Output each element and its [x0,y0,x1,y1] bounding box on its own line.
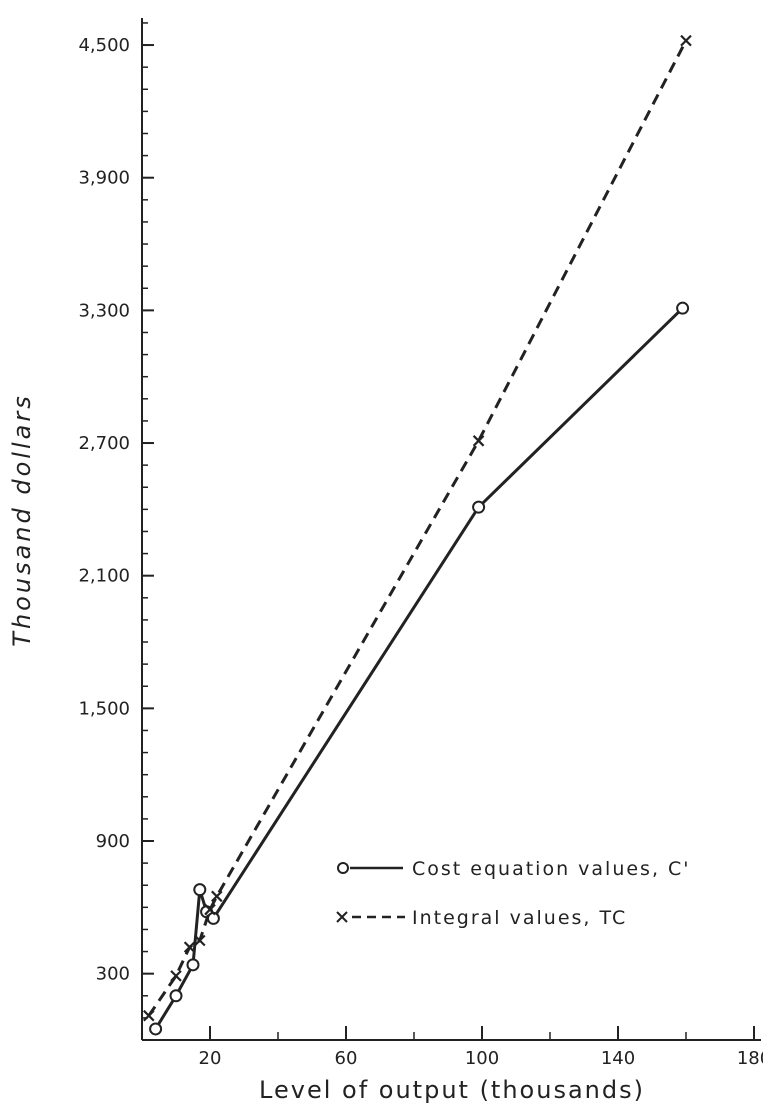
x-marker-stroke [183,941,196,953]
data-point-integral [472,435,485,447]
series-line-integral [147,39,688,1017]
legend-marker-integral [336,911,348,923]
x-tick-label: 20 [199,1048,222,1069]
y-tick-label: 2,700 [78,433,130,454]
series-layer [143,34,692,1036]
data-point-integral [143,1009,155,1022]
x-marker-stroke [472,435,485,447]
data-point-cost-equation [193,883,207,897]
y-tick-label: 300 [96,964,130,985]
x-tick-label: 140 [601,1048,635,1069]
y-tick-label: 2,100 [78,566,130,587]
data-point-integral [194,934,206,947]
y-axis-label: Thousand dollars [8,393,36,646]
legend-marker-cost-equation [337,862,349,874]
data-point-cost-equation [472,500,486,514]
x-marker-stroke [170,970,182,982]
data-point-cost-equation [149,1022,163,1036]
x-marker-stroke [204,903,216,916]
y-tick-label: 900 [96,831,130,852]
data-point-cost-equation [206,911,220,925]
axes-layer: 300 900 1,500 2,100 2,700 3,300 3,900 4,500 20 60… [78,18,763,1069]
legend: Cost equation values, C' Integral values… [336,858,691,929]
x-marker-stroke [680,34,692,47]
data-point-integral [680,34,692,47]
x-marker-stroke [143,1009,155,1022]
data-point-integral [170,970,182,982]
legend-label-integral: Integral values, TC [412,907,627,929]
data-point-integral [183,941,196,953]
data-point-cost-equation [186,958,200,972]
data-point-cost-equation [676,301,690,315]
data-point-integral [204,903,216,916]
x-tick-label: 180 [737,1048,763,1069]
x-tick-label: 60 [335,1048,358,1069]
x-tick-label: 100 [465,1048,499,1069]
y-tick-label: 1,500 [78,698,130,719]
data-point-integral [211,890,223,903]
data-point-cost-equation [169,989,183,1003]
x-marker-stroke [194,934,206,947]
x-axis-label: Level of output (thousands) [259,1076,645,1104]
y-tick-label: 3,900 [78,168,130,189]
x-marker-stroke [211,890,223,903]
y-tick-label: 3,300 [78,300,130,321]
y-tick-label: 4,500 [78,35,130,56]
legend-label-cost-equation: Cost equation values, C' [412,858,691,880]
